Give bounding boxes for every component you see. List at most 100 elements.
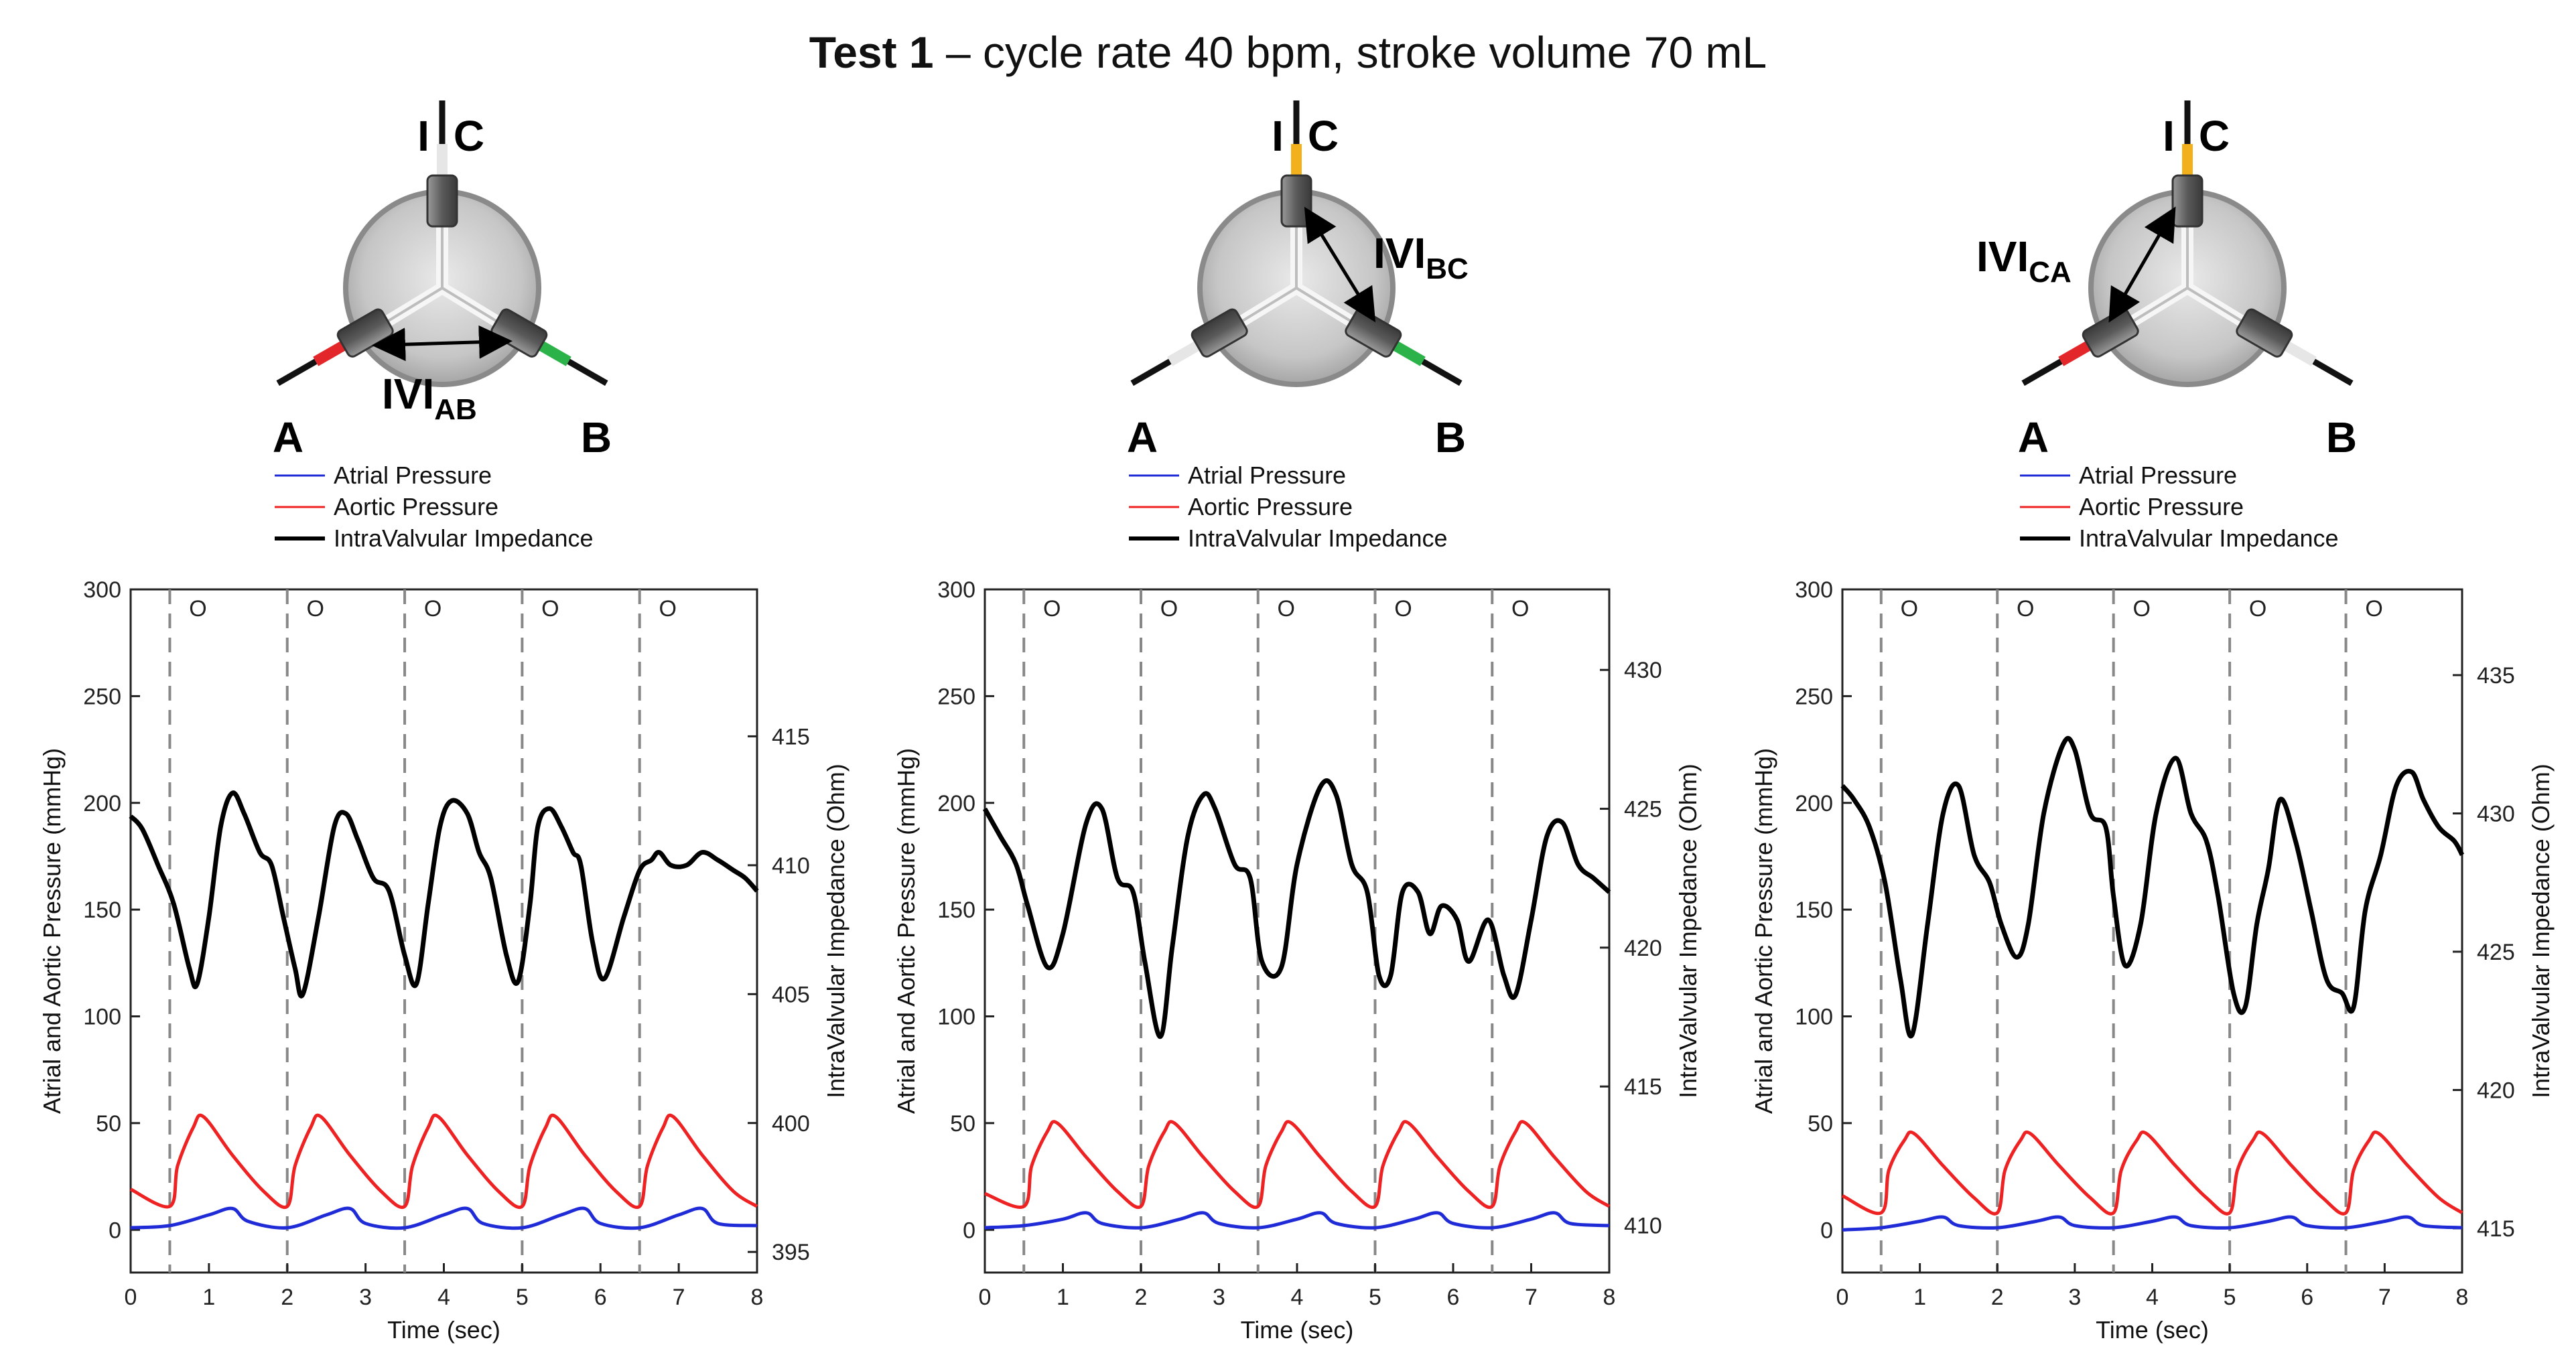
y-tick-label: 150: [937, 897, 975, 923]
electrode-c-connector: [426, 174, 458, 228]
plot-frame: [984, 588, 1611, 1274]
x-tick-label: 2: [281, 1285, 293, 1310]
x-tick-label: 5: [1369, 1285, 1381, 1310]
electrode-b-wire: [1421, 358, 1463, 386]
label-b: B: [581, 413, 612, 461]
y-tick-label: 50: [96, 1111, 121, 1137]
y2-axis-label: IntraValvular Impedance (Ohm): [822, 764, 850, 1098]
y2-tick-label: 420: [1624, 936, 1662, 961]
electrode-a-wire: [1130, 358, 1172, 386]
y2-tick-label: 425: [2477, 940, 2515, 965]
y2-axis-label: IntraValvular Impedance (Ohm): [1674, 764, 1702, 1098]
title-rest: – cycle rate 40 bpm, stroke volume 70 mL: [933, 27, 1767, 77]
y-tick-label: 100: [83, 1005, 121, 1030]
x-tick-label: 3: [1213, 1285, 1225, 1310]
x-tick-label: 6: [1447, 1285, 1460, 1310]
valve-open-marker: O: [659, 596, 676, 622]
y-tick-label: 150: [83, 897, 121, 923]
legend-label: Aortic Pressure: [334, 493, 498, 520]
y-tick-label: 0: [1820, 1218, 1833, 1243]
valve-open-marker: O: [1394, 596, 1412, 622]
y-tick-label: 250: [937, 684, 975, 709]
valve-open-marker: O: [1043, 596, 1061, 622]
x-tick-label: 8: [1603, 1285, 1616, 1310]
aortic-pressure-line: [984, 1120, 1611, 1210]
x-tick-label: 6: [2301, 1285, 2313, 1310]
atrial-pressure-line: [1842, 1215, 2463, 1232]
y2-tick-label: 415: [2477, 1216, 2515, 1242]
y-axis-label: Atrial and Aortic Pressure (mmHg): [38, 748, 66, 1114]
ivi-label-sub: AB: [434, 393, 477, 426]
label-a: A: [2018, 413, 2049, 461]
x-tick-label: 7: [673, 1285, 685, 1310]
label-i: I: [417, 112, 429, 160]
valve-open-marker: O: [2249, 596, 2266, 622]
intravalvular-impedance-line: [129, 790, 759, 999]
y2-tick-label: 435: [2477, 663, 2515, 689]
x-tick-label: 1: [202, 1285, 215, 1310]
y2-tick-label: 410: [772, 853, 810, 879]
electrode-a-connector: [1191, 308, 1248, 358]
ivi-label-sub: BC: [1426, 252, 1469, 285]
x-tick-label: 0: [125, 1285, 137, 1310]
electrode-a-wire: [2021, 358, 2063, 386]
y-tick-label: 0: [963, 1218, 975, 1243]
x-axis-label: Time (sec): [387, 1316, 500, 1344]
y2-tick-label: 430: [1624, 658, 1662, 683]
y2-tick-label: 395: [772, 1240, 810, 1265]
ivi-arrow: [1304, 206, 1376, 323]
plot-frame: [129, 588, 758, 1274]
valve-open-marker: O: [307, 596, 324, 622]
legend-label: Atrial Pressure: [334, 461, 492, 489]
y2-tick-label: 405: [772, 982, 810, 1007]
ivi-label: IVIAB: [382, 370, 477, 426]
electrode-b-wire: [567, 358, 608, 386]
y-tick-label: 100: [1795, 1005, 1833, 1030]
x-tick-label: 5: [516, 1285, 529, 1310]
y-tick-label: 0: [109, 1218, 121, 1243]
intravalvular-impedance-line: [1840, 735, 2465, 1039]
y-axis-label: Atrial and Aortic Pressure (mmHg): [892, 748, 920, 1114]
label-b: B: [2326, 413, 2357, 461]
electrode-b-wire: [2312, 358, 2354, 386]
y-tick-label: 300: [937, 577, 975, 603]
y-tick-label: 200: [83, 791, 121, 816]
valve-open-marker: O: [2017, 596, 2034, 622]
y-tick-label: 300: [83, 577, 121, 603]
electrode-a-wire: [276, 358, 318, 386]
label-a: A: [273, 413, 303, 461]
x-tick-label: 7: [2378, 1285, 2391, 1310]
legend-label: IntraValvular Impedance: [2079, 524, 2339, 552]
x-tick-label: 7: [1525, 1285, 1538, 1310]
ivi-label: IVIBC: [1373, 229, 1469, 285]
y2-tick-label: 400: [772, 1111, 810, 1137]
y2-axis-label: IntraValvular Impedance (Ohm): [2527, 764, 2555, 1098]
valve-open-marker: O: [541, 596, 559, 622]
y2-tick-label: 415: [1624, 1074, 1662, 1100]
x-axis-label: Time (sec): [1241, 1316, 1354, 1344]
legend-label: IntraValvular Impedance: [334, 524, 594, 552]
x-tick-label: 4: [1291, 1285, 1304, 1310]
electrode-b-connector: [2236, 308, 2293, 358]
valve-open-marker: O: [2132, 596, 2150, 622]
x-tick-label: 1: [1057, 1285, 1069, 1310]
aortic-pressure-line: [1841, 1130, 2463, 1216]
y-tick-label: 200: [1795, 791, 1833, 816]
y-tick-label: 50: [950, 1111, 975, 1137]
y2-tick-label: 420: [2477, 1078, 2515, 1103]
y-tick-label: 300: [1795, 577, 1833, 603]
ivi-label: IVICA: [1976, 232, 2072, 289]
ivi-label-main: IVI: [1976, 232, 2029, 281]
valve-open-marker: O: [2365, 596, 2382, 622]
valve-open-marker: O: [424, 596, 442, 622]
legend-label: Atrial Pressure: [2079, 461, 2237, 489]
valve-open-marker: O: [1160, 596, 1178, 622]
label-c: C: [2199, 112, 2230, 160]
x-axis-label: Time (sec): [2096, 1316, 2209, 1344]
legend-label: IntraValvular Impedance: [1188, 524, 1448, 552]
y-axis-label: Atrial and Aortic Pressure (mmHg): [1750, 748, 1777, 1114]
x-tick-label: 4: [2146, 1285, 2159, 1310]
